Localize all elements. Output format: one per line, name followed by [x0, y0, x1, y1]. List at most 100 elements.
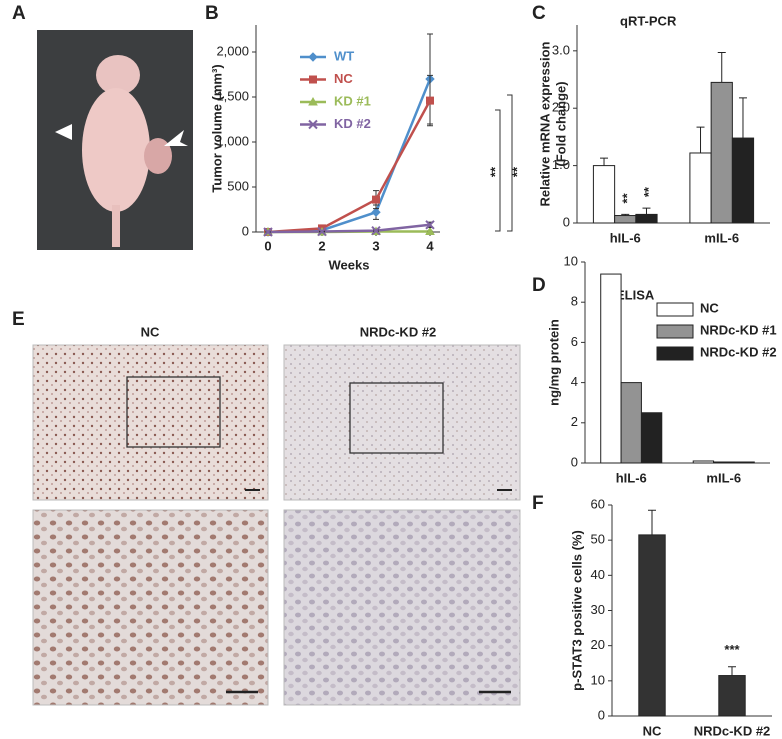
- annotation: ***: [724, 642, 740, 657]
- chart-title: qRT-PCR: [620, 13, 677, 28]
- x-tick-label: 0: [264, 238, 271, 253]
- bar: [733, 461, 755, 464]
- x-tick-label: 3: [372, 238, 379, 253]
- line: [267, 100, 432, 234]
- x-tick-label: NC: [643, 723, 662, 738]
- image-caption: NRDc-KD #2: [360, 324, 437, 339]
- error-bar: [696, 126, 705, 153]
- panel-letter: E: [12, 309, 25, 330]
- marker: [425, 226, 435, 236]
- bar: [640, 412, 663, 464]
- x-axis-label: Weeks: [329, 257, 370, 272]
- marker: [372, 195, 380, 204]
- bar: [731, 137, 755, 224]
- x-tick-label: mIL-6: [706, 470, 741, 485]
- marker: [308, 52, 318, 62]
- x-tick-label: NRDc-KD #2: [694, 723, 771, 738]
- y-tick-label: 20: [591, 637, 605, 652]
- y-tick-label: 2.0: [552, 100, 570, 115]
- y-tick-label: 2,000: [216, 43, 249, 58]
- bar: [592, 165, 616, 224]
- y-tick-label: 2: [571, 414, 578, 429]
- marker: [425, 220, 435, 230]
- significance-brackets: [495, 94, 513, 232]
- error-bar: [728, 666, 736, 676]
- panel-letter: C: [532, 3, 546, 24]
- image-caption: NC: [141, 324, 160, 339]
- y-tick-label: 1.0: [552, 157, 570, 172]
- y-tick-label: 0: [571, 454, 578, 469]
- error-bar: [648, 509, 656, 535]
- y-axis-label: p-STAT3 positive cells (%): [569, 530, 584, 691]
- legend-swatch: [656, 324, 694, 339]
- marker: [263, 227, 273, 237]
- error-bar: [600, 157, 609, 166]
- y-tick-label: 0: [563, 214, 570, 229]
- line: [267, 223, 431, 234]
- bar: [614, 215, 637, 224]
- legend-label: WT: [334, 48, 354, 63]
- bar: [600, 273, 622, 464]
- legend-label: KD #2: [334, 116, 371, 131]
- annotation: **: [620, 192, 635, 203]
- legend-label: NC: [334, 71, 353, 86]
- bar: [638, 534, 666, 717]
- annotation: **: [487, 166, 502, 177]
- error-bar: [642, 207, 651, 215]
- legend-label: KD #1: [334, 93, 371, 108]
- marker: [309, 75, 317, 84]
- y-axis-label: (Fold change): [553, 81, 568, 166]
- marker: [371, 207, 381, 217]
- marker: [426, 96, 434, 105]
- error-bar: [717, 52, 726, 83]
- chart-title: ELISA: [616, 287, 655, 302]
- x-tick-label: mIL-6: [704, 230, 739, 245]
- annotation: **: [509, 166, 524, 177]
- y-tick-label: 3.0: [552, 42, 570, 57]
- bar: [710, 81, 733, 224]
- panel-letter: D: [532, 275, 546, 296]
- y-tick-label: 40: [591, 567, 605, 582]
- y-tick-label: 0: [242, 223, 249, 238]
- legend-swatch: [656, 302, 694, 317]
- legend-swatch: [656, 346, 694, 361]
- x-tick-label: 2: [318, 238, 325, 253]
- histology-images: [32, 344, 521, 706]
- bar: [635, 213, 658, 224]
- y-tick-label: 30: [591, 602, 605, 617]
- y-tick-label: 0: [598, 707, 605, 722]
- y-tick-label: 1,000: [216, 133, 249, 148]
- error-bar: [621, 213, 630, 216]
- y-axis-label: Relative mRNA expression: [537, 41, 552, 206]
- legend-label: NRDc-KD #1: [700, 322, 777, 337]
- panel-letter: A: [12, 3, 26, 24]
- y-tick-label: 8: [571, 294, 578, 309]
- marker: [317, 226, 327, 237]
- legend-label: NRDc-KD #2: [700, 344, 777, 359]
- bar: [689, 152, 712, 224]
- y-tick-label: 6: [571, 334, 578, 349]
- y-axis-label: Tumor volume (mm³): [209, 64, 224, 192]
- y-tick-label: 60: [591, 496, 605, 511]
- panel-letter: B: [205, 3, 219, 24]
- bar: [692, 460, 715, 464]
- y-tick-label: 10: [591, 672, 605, 687]
- x-tick-label: hIL-6: [616, 470, 647, 485]
- y-tick-label: 50: [591, 532, 605, 547]
- bar: [718, 675, 746, 717]
- y-axis-label: ng/mg protein: [546, 319, 561, 406]
- legend-label: NC: [700, 300, 719, 315]
- bar: [713, 461, 735, 464]
- error-bar: [738, 97, 747, 139]
- y-tick-label: 4: [571, 374, 578, 389]
- mouse-photo: [37, 30, 193, 250]
- marker: [371, 225, 381, 236]
- bar: [620, 382, 642, 464]
- x-tick-label: 4: [426, 238, 434, 253]
- marker: [308, 96, 318, 106]
- y-tick-label: 10: [564, 253, 578, 268]
- panel-letter: F: [532, 493, 544, 514]
- y-tick-label: 1,500: [216, 88, 249, 103]
- marker: [308, 119, 318, 130]
